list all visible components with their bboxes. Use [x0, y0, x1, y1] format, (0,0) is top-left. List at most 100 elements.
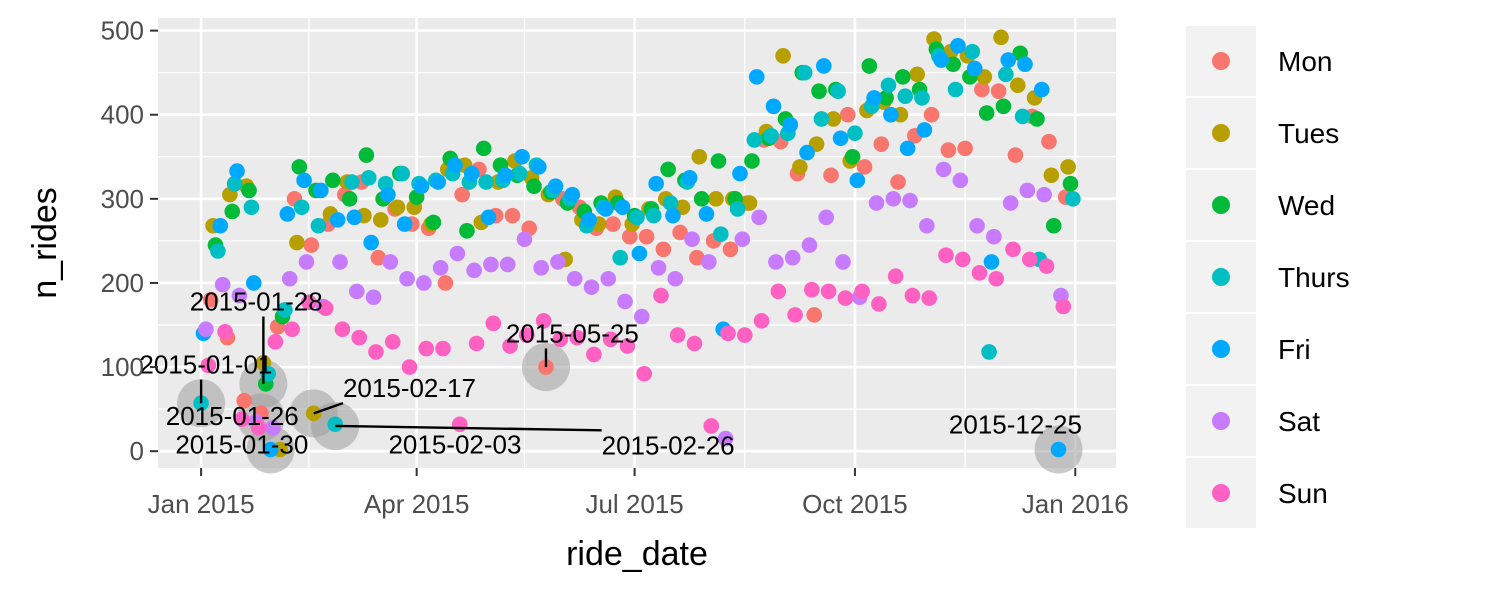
annotation-label: 2015-02-26	[602, 430, 735, 460]
data-point	[861, 58, 878, 74]
data-point	[1060, 159, 1076, 175]
data-point	[363, 234, 379, 251]
data-point	[334, 321, 351, 338]
data-point	[713, 226, 729, 242]
data-point	[586, 346, 602, 363]
annotation-label: 2015-01-26	[166, 401, 299, 431]
data-point	[665, 207, 681, 224]
data-point	[504, 207, 521, 224]
data-point	[799, 144, 815, 161]
data-point	[1050, 441, 1067, 458]
data-point	[878, 90, 894, 106]
data-point	[954, 251, 971, 268]
data-point	[511, 165, 528, 182]
data-point	[849, 172, 866, 189]
data-point	[770, 283, 787, 300]
data-point	[964, 43, 981, 60]
data-point	[986, 228, 1002, 245]
data-point	[782, 117, 799, 133]
x-tick-label: Jan 2015	[148, 489, 255, 519]
data-point	[689, 249, 705, 266]
legend-swatch	[1212, 124, 1230, 142]
data-point	[435, 340, 451, 357]
annotation-label: 2015-01-28	[190, 286, 323, 316]
data-point	[234, 411, 250, 428]
data-point	[736, 327, 753, 343]
data-point	[226, 175, 243, 192]
data-point	[883, 106, 899, 123]
data-point	[966, 60, 983, 77]
y-tick-label: 0	[130, 436, 144, 466]
annotation-labels: 2015-01-01 2015-01-26 2015-01-28 2015-01-30…	[139, 286, 1082, 460]
data-point	[526, 178, 542, 195]
data-point	[832, 130, 849, 147]
annotation-label: 2015-12-25	[949, 409, 1082, 439]
data-point	[748, 69, 765, 85]
data-point	[691, 148, 708, 165]
data-point	[820, 283, 837, 300]
data-point	[519, 327, 535, 343]
data-point	[763, 127, 779, 144]
annotation-segment	[335, 424, 602, 432]
data-point	[250, 419, 267, 436]
data-point	[993, 29, 1009, 46]
data-point	[916, 122, 933, 138]
data-point	[784, 249, 801, 266]
data-point	[425, 214, 442, 231]
data-point	[1010, 77, 1026, 94]
data-point	[277, 302, 293, 318]
data-point	[717, 430, 734, 447]
data-point	[1002, 195, 1019, 211]
data-point	[612, 249, 629, 266]
legend-swatch	[1212, 196, 1230, 214]
data-point	[401, 359, 418, 375]
data-point	[217, 323, 233, 340]
annotation-label: 2015-05-25	[506, 318, 639, 348]
annotation-label: 2015-01-30	[175, 429, 308, 459]
data-point	[945, 56, 961, 73]
data-point	[466, 262, 482, 279]
data-point	[329, 212, 346, 228]
data-point	[660, 161, 676, 178]
legend-entry-label: Sat	[1278, 406, 1320, 437]
data-point	[796, 64, 813, 81]
legend-entry-label: Wed	[1278, 190, 1335, 221]
data-point	[351, 329, 367, 346]
data-point	[708, 191, 724, 207]
data-point	[384, 334, 401, 350]
legend-entry-label: Fri	[1278, 334, 1311, 365]
data-point	[298, 254, 315, 270]
x-tick-label: Apr 2015	[364, 489, 470, 519]
data-point	[368, 344, 384, 360]
data-point	[835, 254, 851, 270]
data-point	[734, 231, 751, 248]
data-point	[830, 83, 846, 99]
data-point	[236, 392, 253, 409]
data-point	[499, 256, 516, 273]
data-point	[348, 283, 365, 300]
data-point	[816, 58, 832, 74]
data-point	[1017, 56, 1033, 73]
data-point	[547, 178, 564, 195]
data-point	[940, 142, 957, 158]
data-point	[463, 165, 480, 182]
data-point	[729, 201, 746, 217]
y-tick-label: 200	[101, 268, 144, 298]
data-point	[483, 256, 499, 273]
data-point	[653, 287, 669, 304]
data-point	[497, 167, 514, 184]
data-point	[806, 307, 823, 323]
x-tick-label: Jan 2016	[1022, 489, 1129, 519]
data-point	[1019, 182, 1036, 199]
data-point	[210, 243, 226, 259]
data-point	[485, 315, 502, 332]
data-point	[701, 254, 717, 270]
data-point	[605, 216, 621, 232]
y-tick-label: 100	[101, 352, 144, 382]
data-point	[1005, 241, 1021, 258]
data-point	[327, 416, 344, 433]
data-point	[890, 174, 906, 190]
data-point	[550, 254, 566, 270]
data-point	[301, 294, 317, 311]
